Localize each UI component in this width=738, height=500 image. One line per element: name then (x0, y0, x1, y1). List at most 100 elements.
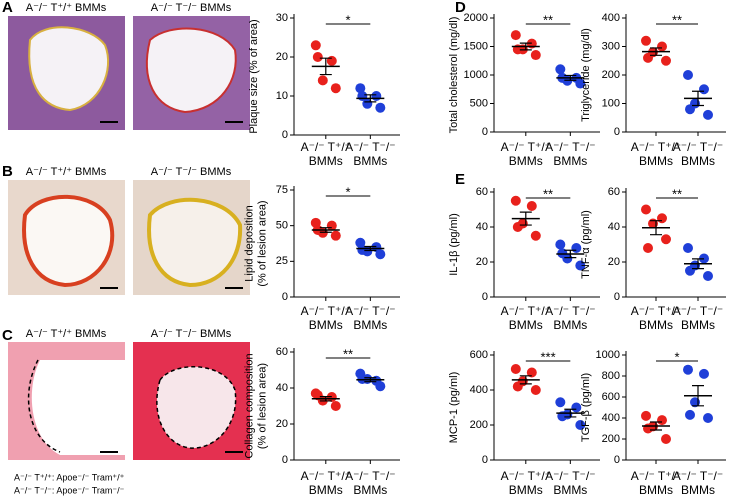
x-tick-label: A⁻/⁻ T⁻/⁻ (673, 140, 723, 154)
significance-label: * (346, 184, 351, 199)
data-point (703, 413, 713, 423)
data-point (575, 78, 586, 89)
y-tick-label: 25 (276, 255, 288, 267)
y-axis-label: MCP-1 (pg/ml) (448, 372, 460, 444)
lesion (28, 26, 110, 112)
image-title: A⁻/⁻ T⁻/⁻ BMMs (151, 166, 232, 178)
significance-label: *** (540, 349, 555, 364)
panel-letter: A (2, 0, 13, 16)
y-tick-label: 60 (276, 346, 288, 358)
y-tick-label: 1500 (464, 40, 488, 52)
image-title: A⁻/⁻ T⁺/⁺ BMMs (26, 328, 107, 340)
x-tick-label: BMMs (509, 483, 543, 497)
y-tick-label: 200 (602, 69, 620, 81)
data-point (685, 265, 695, 276)
y-tick-label: 0 (282, 129, 288, 141)
y-tick-label: 200 (602, 433, 620, 445)
x-tick-label: A⁻/⁻ T⁻/⁻ (345, 140, 395, 154)
y-tick-label: 0 (614, 454, 620, 466)
data-point (510, 195, 521, 206)
y-axis-label: TGF-β (pg/ml) (580, 373, 592, 442)
x-tick-label: A⁻/⁻ T⁻/⁻ (545, 304, 595, 318)
data-point (699, 84, 709, 95)
lumen (31, 360, 125, 455)
x-tick-label: A⁻/⁻ T⁺/⁺ (501, 304, 551, 318)
y-tick-label: 10 (276, 90, 288, 102)
y-tick-label: 75 (276, 184, 288, 196)
error-bar (519, 375, 532, 385)
outline (27, 359, 61, 453)
x-tick-label: A⁻/⁻ T⁻/⁻ (545, 140, 595, 154)
y-tick-label: 600 (602, 391, 620, 403)
data-point (355, 83, 366, 94)
x-tick-label: BMMs (553, 483, 587, 497)
y-tick-label: 30 (276, 12, 288, 24)
x-tick-label: BMMs (353, 483, 387, 497)
y-tick-label: 40 (476, 221, 488, 233)
x-tick-label: BMMs (639, 318, 673, 332)
data-point (555, 239, 566, 250)
error-bar (364, 94, 377, 103)
y-axis-label: IL-1β (pg/ml) (448, 213, 460, 276)
y-tick-label: 50 (276, 220, 288, 232)
lesion (22, 194, 115, 288)
x-tick-label: BMMs (553, 318, 587, 332)
y-tick-label: 100 (602, 97, 620, 109)
y-tick-label: 20 (276, 51, 288, 63)
data-point (530, 50, 541, 61)
x-tick-label: A⁻/⁻ T⁻/⁻ (673, 469, 723, 483)
significance-label: ** (672, 12, 682, 27)
x-tick-label: BMMs (509, 318, 543, 332)
data-point (530, 230, 541, 241)
y-axis-label: Collagen composition (243, 353, 255, 458)
data-point (326, 55, 337, 66)
significance-label: ** (343, 346, 353, 361)
x-tick-label: A⁻/⁻ T⁻/⁻ (345, 304, 395, 318)
data-point (510, 30, 521, 41)
data-point (699, 368, 709, 379)
data-point (526, 367, 537, 378)
data-point (575, 420, 586, 430)
error-bar (564, 74, 577, 81)
error-bar (319, 57, 332, 76)
y-axis-label: Plaque size (% of area) (248, 19, 260, 133)
error-bar (692, 90, 704, 107)
lesion (147, 197, 243, 288)
significance-label: ** (543, 186, 553, 201)
y-axis-label: (% of lesion area) (256, 363, 268, 449)
x-tick-label: A⁻/⁻ T⁺/⁺ (301, 469, 351, 483)
data-point (683, 364, 693, 375)
x-tick-label: BMMs (681, 483, 715, 497)
footnote: A⁻/⁻ T⁺/⁺: Apoe⁻/⁻ Tram⁺/⁺ (14, 472, 125, 482)
y-tick-label: 0 (482, 126, 488, 138)
data-point (526, 201, 537, 211)
error-bar (650, 47, 662, 56)
image-title: A⁻/⁻ T⁻/⁻ BMMs (151, 328, 232, 340)
y-axis-label: Triglyceride (mg/dl) (580, 28, 592, 122)
x-tick-label: A⁻/⁻ T⁻/⁻ (345, 469, 395, 483)
axis (293, 348, 400, 461)
data-point (330, 401, 341, 411)
data-point (661, 234, 671, 245)
data-point (371, 91, 382, 101)
x-tick-label: A⁻/⁻ T⁺/⁺ (301, 304, 351, 318)
x-tick-label: BMMs (353, 318, 387, 332)
data-point (312, 390, 323, 401)
data-point (703, 271, 713, 281)
significance-label: ** (543, 12, 553, 27)
x-tick-label: BMMs (309, 154, 343, 168)
error-bar (564, 408, 577, 418)
y-tick-label: 40 (608, 221, 620, 233)
data-point (685, 104, 695, 115)
y-tick-label: 20 (476, 256, 488, 268)
error-bar (519, 42, 532, 51)
y-tick-label: 1000 (596, 349, 620, 361)
data-point (575, 260, 586, 271)
data-point (643, 52, 653, 63)
x-tick-label: A⁻/⁻ T⁻/⁻ (673, 304, 723, 318)
x-tick-label: BMMs (681, 154, 715, 168)
significance-label: ** (672, 186, 682, 201)
error-bar (692, 385, 704, 407)
x-tick-label: BMMs (309, 318, 343, 332)
data-point (375, 102, 386, 113)
